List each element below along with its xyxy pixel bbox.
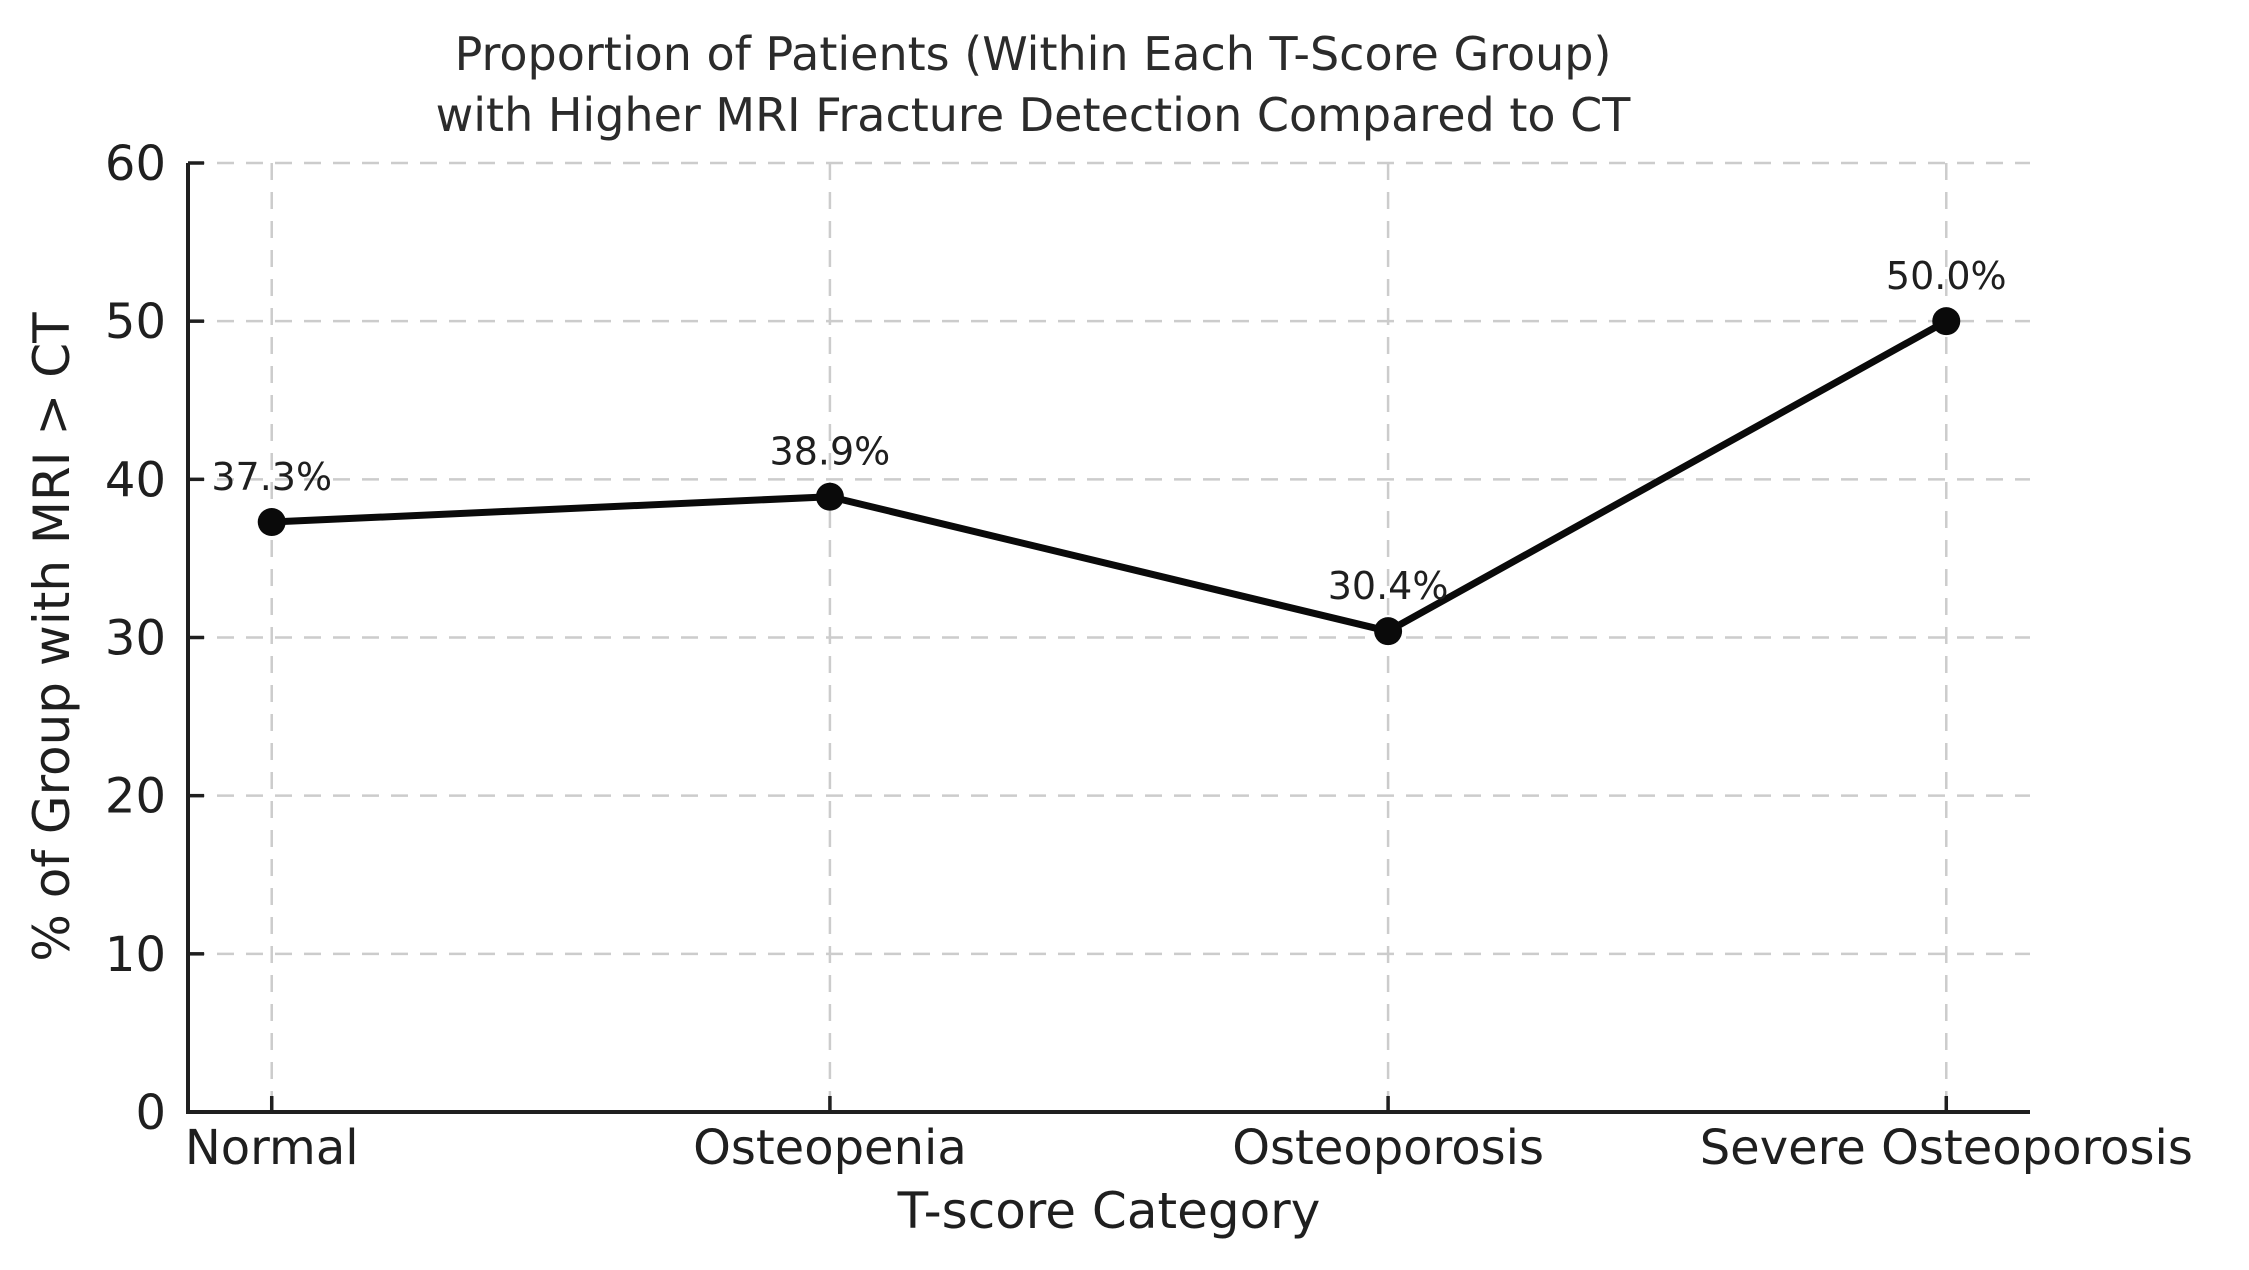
chart-title: Proportion of Patients (Within Each T-Sc… xyxy=(0,24,2066,145)
data-point-label: 50.0% xyxy=(1886,254,2007,298)
x-axis-label: T-score Category xyxy=(897,1182,1321,1240)
x-tick-label: Severe Osteoporosis xyxy=(1700,1120,2193,1176)
y-tick-label: 60 xyxy=(105,136,166,192)
chart-title-line1: Proportion of Patients (Within Each T-Sc… xyxy=(454,27,1612,81)
data-point-marker xyxy=(1932,307,1961,336)
y-tick-label: 40 xyxy=(105,452,166,508)
x-tick-label: Osteoporosis xyxy=(1232,1120,1544,1176)
y-tick-label: 0 xyxy=(135,1085,166,1141)
y-tick-label: 30 xyxy=(105,611,166,667)
data-line xyxy=(268,317,1950,635)
chart-title-line2: with Higher MRI Fracture Detection Compa… xyxy=(435,87,1631,142)
y-tick-label: 10 xyxy=(105,927,166,983)
data-point-label: 37.3% xyxy=(211,455,332,499)
y-tick-label: 20 xyxy=(105,769,166,825)
y-tick-label: 50 xyxy=(105,294,166,350)
x-tick-label: Osteopenia xyxy=(693,1120,967,1176)
x-tick-label: Normal xyxy=(185,1120,359,1176)
data-point-marker xyxy=(257,508,286,537)
data-point-label: 30.4% xyxy=(1328,564,1449,608)
data-point-marker xyxy=(815,482,844,511)
data-point-label: 38.9% xyxy=(770,430,891,474)
data-point-marker xyxy=(1374,617,1403,646)
